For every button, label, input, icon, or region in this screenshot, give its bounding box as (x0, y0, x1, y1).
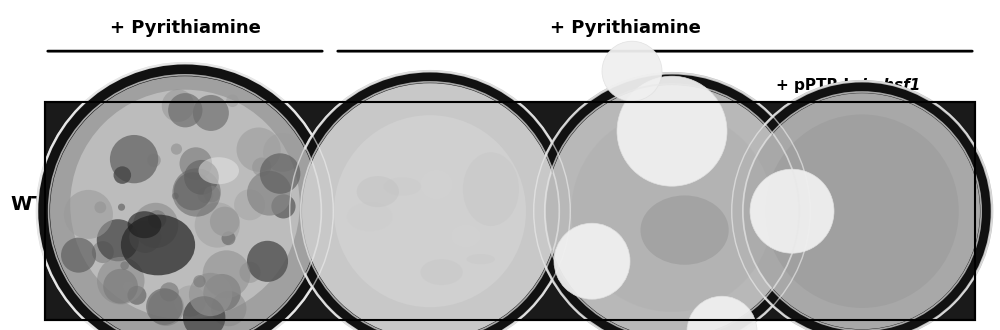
Ellipse shape (534, 73, 810, 330)
Ellipse shape (180, 147, 212, 180)
Ellipse shape (383, 177, 421, 196)
Ellipse shape (70, 90, 300, 319)
Ellipse shape (744, 93, 980, 329)
Ellipse shape (463, 152, 519, 226)
Ellipse shape (193, 95, 229, 131)
Ellipse shape (237, 127, 281, 172)
Text: + pPTR I-: + pPTR I- (776, 78, 855, 93)
Ellipse shape (184, 160, 219, 195)
Ellipse shape (193, 275, 206, 287)
Ellipse shape (183, 296, 225, 330)
Text: dn-hsf1: dn-hsf1 (855, 78, 920, 93)
Ellipse shape (554, 223, 630, 299)
Ellipse shape (103, 269, 138, 304)
Ellipse shape (120, 261, 129, 270)
Ellipse shape (172, 168, 221, 217)
Ellipse shape (571, 111, 773, 312)
Ellipse shape (128, 211, 161, 238)
Ellipse shape (226, 94, 239, 107)
Text: + Pyrithiamine: + Pyrithiamine (550, 19, 700, 37)
Ellipse shape (195, 202, 240, 248)
Ellipse shape (168, 93, 202, 127)
Ellipse shape (110, 135, 158, 183)
Ellipse shape (64, 190, 113, 239)
Ellipse shape (204, 186, 220, 202)
Ellipse shape (239, 262, 261, 283)
Ellipse shape (357, 176, 399, 207)
Ellipse shape (127, 286, 146, 305)
Ellipse shape (247, 171, 292, 215)
Text: -: - (431, 77, 439, 95)
Text: WT: WT (11, 195, 45, 214)
Ellipse shape (467, 254, 495, 264)
Ellipse shape (121, 214, 195, 275)
Ellipse shape (197, 187, 213, 203)
Ellipse shape (174, 285, 206, 317)
Ellipse shape (234, 189, 265, 220)
Ellipse shape (260, 153, 300, 194)
Ellipse shape (687, 296, 757, 330)
Ellipse shape (92, 241, 114, 263)
Ellipse shape (211, 291, 246, 326)
Ellipse shape (148, 210, 166, 228)
Ellipse shape (174, 172, 212, 210)
Ellipse shape (189, 273, 232, 316)
Ellipse shape (247, 241, 288, 282)
Bar (45, 102, 975, 320)
Text: -: - (181, 77, 189, 95)
Ellipse shape (750, 169, 834, 253)
Ellipse shape (263, 133, 302, 172)
Ellipse shape (203, 274, 241, 312)
Ellipse shape (61, 238, 96, 273)
Ellipse shape (602, 41, 662, 101)
Ellipse shape (732, 81, 992, 330)
Ellipse shape (641, 195, 729, 265)
Ellipse shape (334, 115, 526, 307)
Ellipse shape (148, 289, 184, 326)
Ellipse shape (347, 202, 393, 231)
Ellipse shape (765, 115, 959, 308)
Ellipse shape (172, 193, 179, 199)
Ellipse shape (50, 76, 320, 330)
Ellipse shape (198, 157, 239, 184)
Ellipse shape (97, 219, 139, 261)
Ellipse shape (118, 204, 125, 211)
Ellipse shape (114, 166, 131, 184)
Ellipse shape (210, 207, 240, 236)
Ellipse shape (160, 282, 179, 302)
Ellipse shape (146, 288, 183, 325)
Ellipse shape (94, 201, 106, 213)
Ellipse shape (203, 250, 250, 298)
Ellipse shape (271, 194, 296, 218)
Ellipse shape (451, 225, 480, 247)
Ellipse shape (290, 71, 570, 330)
Ellipse shape (129, 221, 161, 253)
Ellipse shape (133, 203, 178, 248)
Ellipse shape (617, 76, 727, 186)
Ellipse shape (302, 83, 558, 330)
Text: + pPTR I: + pPTR I (638, 78, 712, 93)
Bar (45, 102, 975, 320)
Ellipse shape (252, 157, 271, 177)
Text: + Pyrithiamine: + Pyrithiamine (110, 19, 260, 37)
Ellipse shape (171, 144, 182, 155)
Ellipse shape (97, 257, 145, 305)
Ellipse shape (420, 259, 463, 285)
Ellipse shape (162, 89, 194, 122)
Ellipse shape (37, 63, 333, 330)
Ellipse shape (421, 170, 452, 199)
Ellipse shape (222, 231, 235, 245)
Ellipse shape (123, 281, 134, 292)
Ellipse shape (546, 85, 798, 330)
Ellipse shape (147, 153, 161, 167)
